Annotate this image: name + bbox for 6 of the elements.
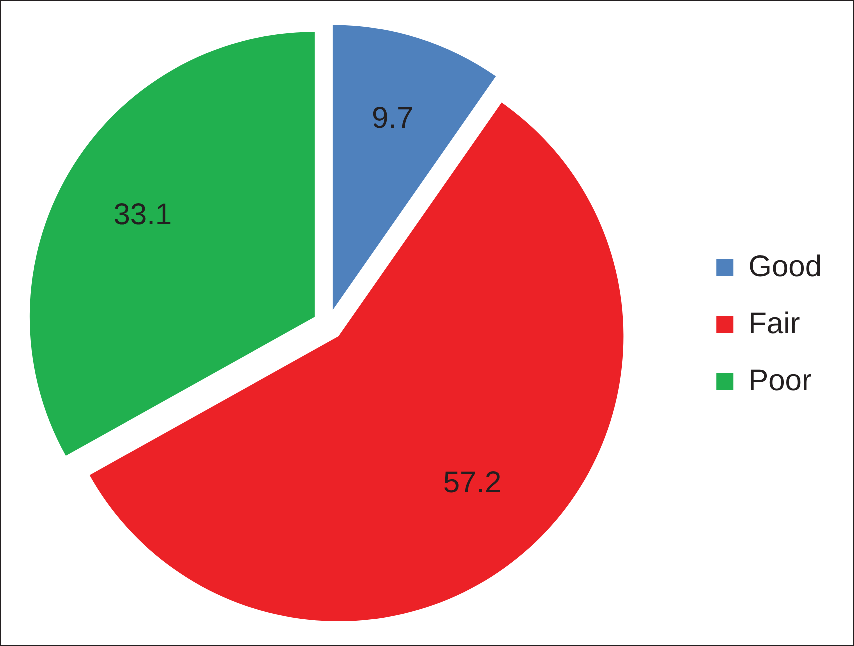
legend-label: Poor [748,364,812,398]
legend-label: Good [748,250,822,284]
data-label: 9.7 [372,102,414,136]
data-label: 33.1 [114,198,172,232]
data-label: 57.2 [443,466,502,500]
legend-label: Fair [748,307,800,340]
